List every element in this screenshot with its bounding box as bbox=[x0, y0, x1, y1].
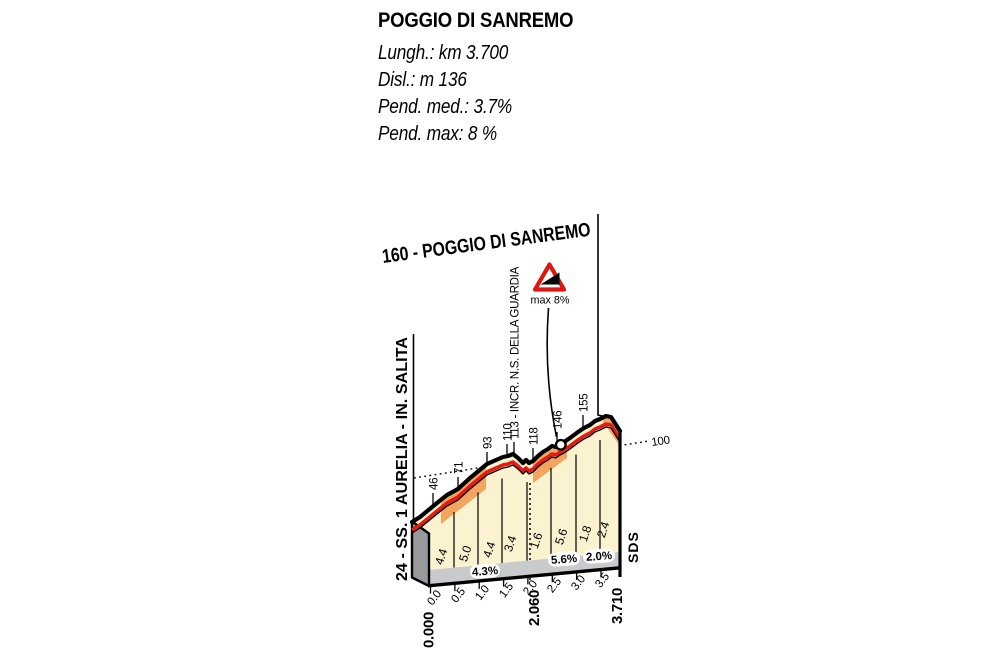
warning-triangle-outline bbox=[532, 262, 567, 292]
stat-elevation-gain: Disl.: m 136 bbox=[378, 69, 467, 91]
max-gradient-point-marker bbox=[554, 438, 567, 451]
segment-dividers bbox=[453, 440, 601, 568]
pill-bg bbox=[548, 551, 580, 567]
terrain-face bbox=[412, 416, 620, 585]
warning-triangle-slope-glyph bbox=[540, 272, 560, 285]
elev-155: 155 bbox=[579, 394, 591, 412]
baseline bbox=[427, 566, 621, 588]
xtick-0-5: 0.5 bbox=[449, 586, 468, 605]
max-gradient-warning-icon bbox=[532, 262, 567, 292]
elev-118: 118 bbox=[529, 428, 541, 445]
pill-bg bbox=[583, 548, 615, 564]
stat-max-gradient: Pend. max: 8 % bbox=[378, 123, 498, 145]
road-red-line bbox=[411, 422, 622, 532]
elev-93: 93 bbox=[483, 437, 495, 449]
grade-seg-3: 4.4 bbox=[480, 540, 498, 560]
elev-113-guardia-label: 113 - INCR. N.S. DELLA GUARDIA bbox=[510, 266, 522, 439]
stat-length: Lungh.: km 3.700 bbox=[378, 42, 509, 64]
start-street-label: 24 - SS. 1 AURELIA - IN. SALITA bbox=[394, 337, 411, 581]
grade-seg-8: 2.4 bbox=[594, 520, 612, 540]
elev-46: 46 bbox=[429, 478, 441, 490]
xtick-1-0: 1.0 bbox=[473, 584, 492, 603]
climb-header: POGGIO DI SANREMO Lungh.: km 3.700 Disl.… bbox=[378, 8, 574, 148]
xtick-3-0: 3.0 bbox=[569, 574, 588, 593]
grade-seg-2: 5.0 bbox=[456, 544, 474, 564]
avg-gradient-label-3: 2.0% bbox=[586, 550, 613, 564]
pill-bg bbox=[470, 563, 500, 579]
xtick-0-0: 0.0 bbox=[425, 589, 444, 608]
grade-seg-7: 1.8 bbox=[576, 524, 594, 544]
km-label-finish: 3.710 bbox=[609, 588, 626, 624]
xtick-1-5: 1.5 bbox=[497, 581, 516, 600]
summit-title: 160 - POGGIO DI SANREMO bbox=[381, 219, 592, 268]
elev-146: 146 bbox=[553, 411, 565, 429]
x-axis-ticks bbox=[429, 571, 602, 594]
road-top-edge bbox=[409, 413, 623, 525]
grade-seg-6: 5.6 bbox=[552, 527, 570, 547]
km-label-guardia: 2.060 bbox=[526, 590, 543, 626]
summit-marker-line bbox=[597, 214, 607, 418]
max-gradient-leader-line bbox=[546, 307, 558, 438]
elev-71: 71 bbox=[454, 462, 466, 474]
steep-patch-2 bbox=[533, 440, 567, 483]
grade-seg-1: 4.4 bbox=[432, 547, 450, 567]
avg-gradient-label-1: 4.3% bbox=[472, 565, 499, 579]
max-gradient-label: max 8% bbox=[530, 295, 569, 307]
road-underline bbox=[411, 426, 621, 534]
grade-seg-4: 3.4 bbox=[501, 534, 519, 554]
avg-gradient-pill-2: 5.6% bbox=[548, 551, 580, 567]
elev-110: 110 bbox=[503, 424, 515, 441]
climb-title: POGGIO DI SANREMO bbox=[378, 8, 574, 32]
xtick-2-5: 2.5 bbox=[545, 576, 564, 595]
avg-gradient-label-2: 5.6% bbox=[551, 553, 578, 567]
grade-seg-5: 1.6 bbox=[527, 531, 545, 551]
xtick-3-5: 3.5 bbox=[593, 571, 612, 590]
avg-gradient-pill-3: 2.0% bbox=[583, 548, 615, 564]
stat-avg-gradient: Pend. med.: 3.7% bbox=[378, 96, 512, 118]
elevation-ticks bbox=[432, 415, 584, 506]
contour-100m-label: 100 bbox=[651, 435, 671, 449]
avg-gradient-pill-1: 4.3% bbox=[470, 563, 500, 579]
km-label-start: 0.000 bbox=[421, 612, 438, 648]
sds-watermark: SDS bbox=[625, 531, 641, 563]
